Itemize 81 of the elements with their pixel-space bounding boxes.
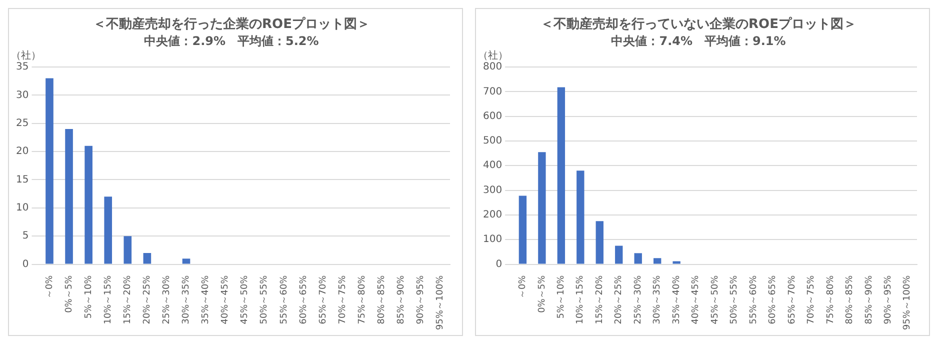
x-tick-label: 85%～90% — [864, 274, 874, 324]
x-tick-label: 20%～25% — [614, 274, 624, 324]
x-tick-label: 65%～70% — [318, 274, 328, 324]
y-tick-label: 0 — [496, 258, 502, 270]
x-tick-label: 40%～45% — [691, 274, 702, 324]
bar — [538, 152, 546, 264]
y-tick-label: 700 — [482, 86, 502, 98]
x-tick-label: 5%～10% — [556, 274, 567, 319]
x-tick-label: 70%～75% — [338, 274, 348, 324]
x-tick-label: 80%～85% — [845, 274, 856, 324]
bar — [653, 258, 662, 264]
x-tick-label: 60%～65% — [768, 274, 778, 324]
x-tick-label: 75%～80% — [357, 274, 368, 324]
x-tick-label: 60%～65% — [298, 274, 309, 324]
y-tick-label: 25 — [16, 118, 29, 129]
x-tick-label: 55%～60% — [279, 274, 290, 324]
bar — [84, 146, 92, 264]
x-tick-label: 35%～40% — [201, 274, 212, 324]
x-tick-label: 25%～30% — [162, 274, 172, 324]
x-tick-label: 45%～50% — [710, 274, 720, 324]
x-tick-label: 80%～85% — [376, 274, 387, 324]
x-tick-label: ～0% — [44, 274, 55, 299]
x-tick-label: 90%～95% — [416, 274, 426, 324]
y-tick-label: 500 — [482, 136, 502, 147]
y-tick-label: 5 — [22, 230, 29, 242]
y-tick-label: 30 — [16, 90, 29, 101]
bar — [143, 252, 152, 264]
chart-title: ＜不動産売却を行った企業のROEプロット図＞ — [93, 16, 370, 32]
y-tick-label: 0 — [22, 258, 29, 270]
x-tick-label: 0%～5% — [537, 274, 548, 313]
x-tick-label: 75%～80% — [826, 274, 836, 324]
bar — [124, 236, 132, 264]
bar — [182, 258, 190, 264]
y-tick-label: 400 — [482, 160, 502, 172]
x-tick-label: 85%～90% — [396, 274, 406, 324]
bar — [104, 196, 112, 264]
bar — [557, 87, 566, 264]
bar — [634, 253, 642, 264]
y-tick-label: 20 — [16, 146, 29, 158]
x-tick-label: 45%～50% — [240, 274, 250, 324]
x-tick-label: 20%～25% — [142, 274, 153, 324]
bar — [65, 129, 73, 264]
x-tick-label: ～0% — [518, 274, 528, 299]
x-tick-label: 95%～100% — [902, 274, 913, 330]
bar — [672, 261, 680, 264]
x-tick-label: 15%～20% — [594, 274, 605, 324]
x-tick-label: 55%～60% — [748, 274, 759, 324]
y-tick-label: 800 — [482, 62, 502, 73]
x-tick-label: 25%～30% — [633, 274, 644, 324]
x-tick-label: 35%～40% — [672, 274, 682, 324]
x-tick-label: 50%～55% — [730, 274, 740, 324]
x-tick-label: 0%～5% — [64, 274, 74, 313]
y-tick-label: 35 — [16, 62, 29, 73]
x-tick-label: 30%～35% — [652, 274, 663, 324]
y-tick-label: 100 — [482, 234, 502, 246]
x-tick-label: 15%～20% — [122, 274, 133, 324]
x-tick-label: 65%～70% — [787, 274, 798, 324]
chart-subtitle: 中央値：7.4% 平均値：9.1% — [611, 34, 786, 48]
y-axis-title: （社） — [478, 50, 508, 62]
chart-subtitle: 中央値：2.9% 平均値：5.2% — [144, 34, 319, 48]
x-tick-label: 50%～55% — [260, 274, 270, 324]
y-tick-label: 15 — [16, 174, 29, 186]
x-tick-label: 10%～15% — [576, 274, 586, 324]
y-tick-label: 10 — [16, 202, 29, 214]
bar — [46, 78, 54, 264]
bar — [596, 221, 604, 264]
x-tick-label: 30%～35% — [182, 274, 192, 324]
bar — [615, 246, 623, 264]
y-tick-label: 600 — [482, 110, 502, 122]
y-axis-title: （社） — [11, 50, 41, 62]
x-tick-label: 40%～45% — [220, 274, 231, 324]
bar — [518, 196, 527, 264]
x-tick-label: 5%～10% — [84, 274, 94, 319]
x-tick-label: 10%～15% — [103, 274, 114, 324]
bar — [576, 170, 584, 264]
x-tick-label: 70%～75% — [806, 274, 817, 324]
chart-title: ＜不動産売却を行っていない企業のROEプロット図＞ — [540, 16, 856, 32]
y-tick-label: 200 — [482, 210, 502, 221]
y-tick-label: 300 — [482, 184, 502, 196]
x-tick-label: 90%～95% — [883, 274, 894, 324]
x-tick-label: 95%～100% — [436, 274, 446, 330]
